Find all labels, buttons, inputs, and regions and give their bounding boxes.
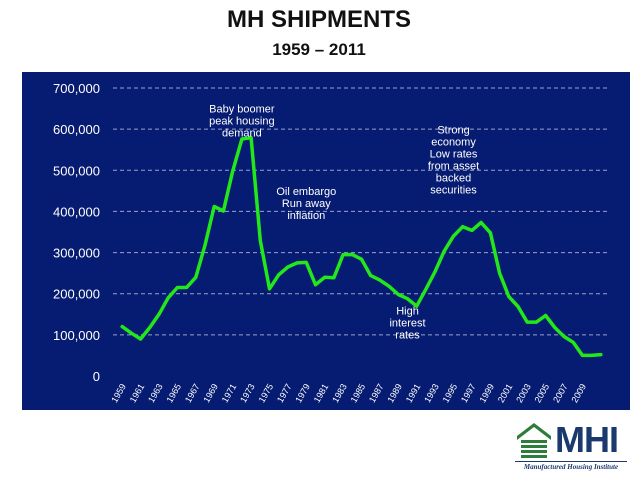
data-point xyxy=(212,204,216,208)
data-point xyxy=(415,304,419,308)
data-point xyxy=(599,353,603,357)
data-point xyxy=(470,228,474,232)
data-point xyxy=(452,234,456,238)
data-point xyxy=(406,297,410,301)
annotation-label: interest xyxy=(389,317,425,329)
data-point xyxy=(396,293,400,297)
y-tick-label: 500,000 xyxy=(53,163,100,178)
annotation-label: from asset xyxy=(428,160,479,172)
annotation-label: Strong xyxy=(437,124,469,136)
data-point xyxy=(424,287,428,291)
data-point xyxy=(267,287,271,291)
y-axis-tick-labels: 0 100,000 200,000 300,000 400,000 500,000 600,… xyxy=(53,81,100,384)
y-tick-label: 400,000 xyxy=(53,204,100,219)
annotation-label: High xyxy=(396,305,419,317)
data-point xyxy=(507,295,511,299)
data-point xyxy=(433,269,437,273)
data-point xyxy=(175,286,179,290)
data-point xyxy=(323,275,327,279)
annotation-label: Low rates xyxy=(430,148,478,160)
data-point xyxy=(479,221,483,225)
data-point xyxy=(249,136,253,140)
data-point xyxy=(350,253,354,257)
annotation-label: securities xyxy=(430,184,477,196)
data-point xyxy=(488,231,492,235)
y-tick-label: 100,000 xyxy=(53,328,100,343)
data-point xyxy=(369,274,373,278)
logo-text: MHI xyxy=(555,419,619,460)
annotation-label: Oil embargo xyxy=(276,186,336,198)
data-point xyxy=(277,273,281,277)
y-tick-label: 300,000 xyxy=(53,246,100,261)
data-point xyxy=(258,239,262,243)
data-point xyxy=(341,253,345,257)
grid-lines xyxy=(113,87,610,336)
data-point xyxy=(590,353,594,357)
data-point xyxy=(562,335,566,339)
data-point xyxy=(571,340,575,344)
data-point xyxy=(129,331,133,335)
data-point xyxy=(498,271,502,275)
annotation-label: Run away xyxy=(282,198,331,210)
data-point xyxy=(387,284,391,288)
annotation-label: economy xyxy=(431,136,476,148)
data-point xyxy=(231,170,235,174)
data-point xyxy=(203,243,207,247)
y-tick-label: 600,000 xyxy=(53,122,100,137)
data-point xyxy=(148,325,152,329)
data-point xyxy=(544,314,548,318)
data-point xyxy=(286,265,290,269)
annotation-label: inflation xyxy=(287,210,325,222)
house-icon xyxy=(517,423,551,458)
slide-title: MH SHIPMENTS xyxy=(226,6,411,33)
data-point xyxy=(157,312,161,316)
data-point xyxy=(360,257,363,261)
annotation-label: Baby boomer xyxy=(209,104,275,116)
data-point xyxy=(313,283,317,287)
y-tick-label: 0 xyxy=(93,369,100,384)
data-point xyxy=(139,337,143,341)
logo-caption: Manufactured Housing Institute xyxy=(515,461,627,471)
annotation-label: peak housing xyxy=(209,116,274,128)
data-point xyxy=(166,296,170,300)
mhi-logo: MHI Manufactured Housing Institute xyxy=(515,420,627,472)
data-point xyxy=(580,353,584,357)
data-point xyxy=(461,225,465,229)
annotation-label: demand xyxy=(222,128,262,140)
data-point xyxy=(240,137,244,141)
data-point xyxy=(442,249,446,253)
data-point xyxy=(194,275,198,279)
data-point xyxy=(534,320,538,324)
data-point xyxy=(120,325,124,329)
data-point xyxy=(378,278,382,282)
data-point xyxy=(553,325,557,329)
data-point xyxy=(221,209,225,213)
series-layer xyxy=(120,136,603,358)
data-point xyxy=(295,261,299,265)
slide-subtitle: 1959 – 2011 xyxy=(272,40,366,59)
annotation-label: backed xyxy=(436,172,471,184)
data-point xyxy=(304,260,308,264)
y-tick-label: 200,000 xyxy=(53,287,100,302)
y-tick-label: 700,000 xyxy=(53,81,100,96)
annotation-label: rates xyxy=(395,329,420,341)
data-point xyxy=(525,320,529,324)
data-point xyxy=(185,286,189,290)
data-point xyxy=(332,276,336,280)
chart-background xyxy=(22,72,630,410)
data-point xyxy=(516,304,520,308)
